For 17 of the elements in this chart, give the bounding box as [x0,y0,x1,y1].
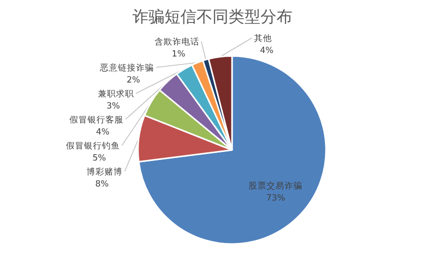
data-label: 1% [172,49,186,60]
chart-title: 诈骗短信不同类型分布 [132,7,292,26]
slice-label: 假冒银行客服 [70,114,124,126]
data-label: 3% [106,101,120,112]
data-label: 73% [266,194,286,204]
slice-label: 含欺诈电话 [154,36,200,48]
data-label: 5% [92,153,106,164]
slice-label: 假冒银行钓鱼 [66,140,120,152]
slice-label: 其他 [254,32,272,44]
data-label: 8% [95,179,109,190]
slice-label: 股票交易诈骗 [248,180,303,192]
slice-label: 恶意链接诈骗 [99,62,154,74]
slice-label: 博彩赌博 [86,166,123,178]
slice-label: 兼职求职 [98,88,134,100]
data-label: 2% [126,75,140,86]
data-label: 4% [260,46,274,56]
data-label: 4% [96,127,110,138]
